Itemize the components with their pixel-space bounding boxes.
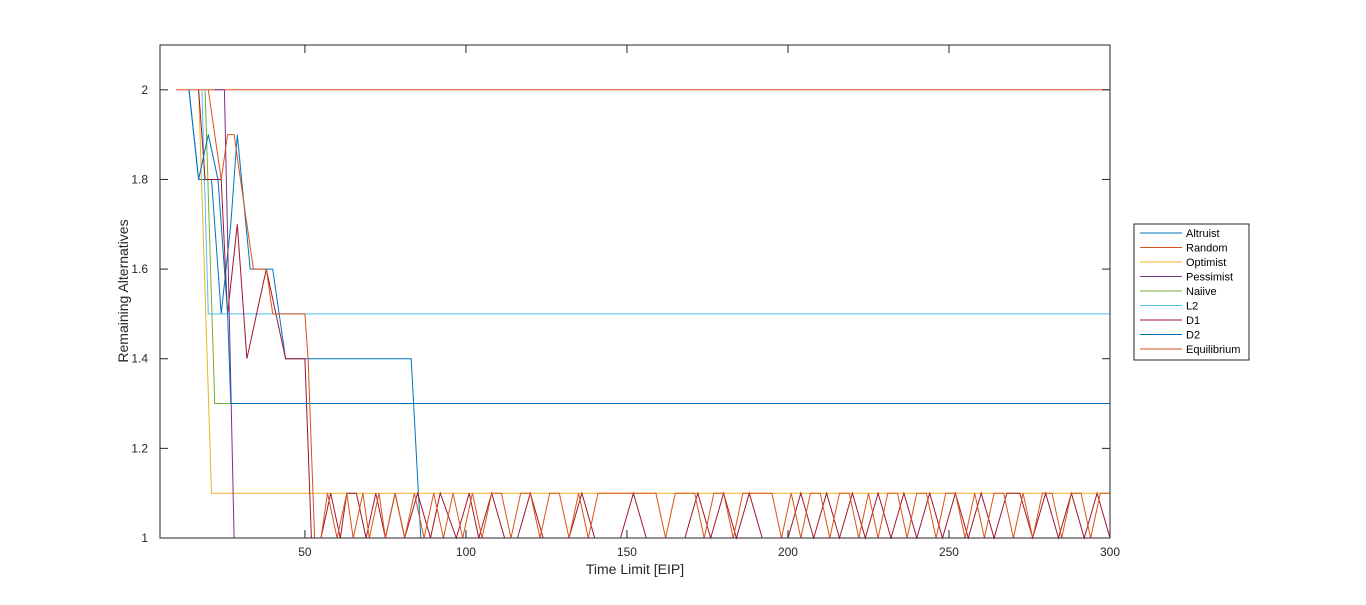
x-axis-title: Time Limit [EIP] [586,561,684,577]
legend-label-d2: D2 [1186,330,1200,342]
legend-label-altruist: Altruist [1186,228,1220,240]
y-tick-label: 1.6 [131,262,148,276]
legend-label-l2: L2 [1186,301,1198,313]
legend-label-random: Random [1186,243,1228,255]
y-axis-ticks: 1 1.2 1.4 1.6 1.8 2 [131,83,1110,545]
legend-label-naiive: Naiive [1186,286,1217,298]
y-tick-label: 2 [141,83,148,97]
x-tick-label: 100 [456,545,476,559]
series-line-d2 [188,89,1110,404]
plot-background [160,45,1110,538]
y-tick-label: 1 [141,531,148,545]
legend-label-pessimist: Pessimist [1186,272,1233,284]
legend-label-equilibrium: Equilibrium [1186,344,1240,356]
series-line-l2 [201,89,1110,315]
y-tick-label: 1.4 [131,352,148,366]
series-line-optimist [198,89,1110,494]
y-tick-label: 1.8 [131,172,148,186]
y-axis-title: Remaining Alternatives [115,219,131,362]
x-tick-label: 200 [778,545,798,559]
y-tick-label: 1.2 [131,441,148,455]
legend-label-d1: D1 [1186,315,1200,327]
plot-frame [159,44,1111,539]
x-tick-label: 50 [298,545,312,559]
x-axis-ticks: 50 100 150 200 250 300 [298,45,1120,559]
x-tick-label: 250 [939,545,959,559]
x-tick-label: 300 [1100,545,1120,559]
legend-box [1133,223,1250,361]
x-tick-label: 150 [617,545,637,559]
legend-label-optimist: Optimist [1186,257,1226,269]
legend: Altruist Random Optimist Pessimist Naiive L2 D… [1133,223,1250,361]
